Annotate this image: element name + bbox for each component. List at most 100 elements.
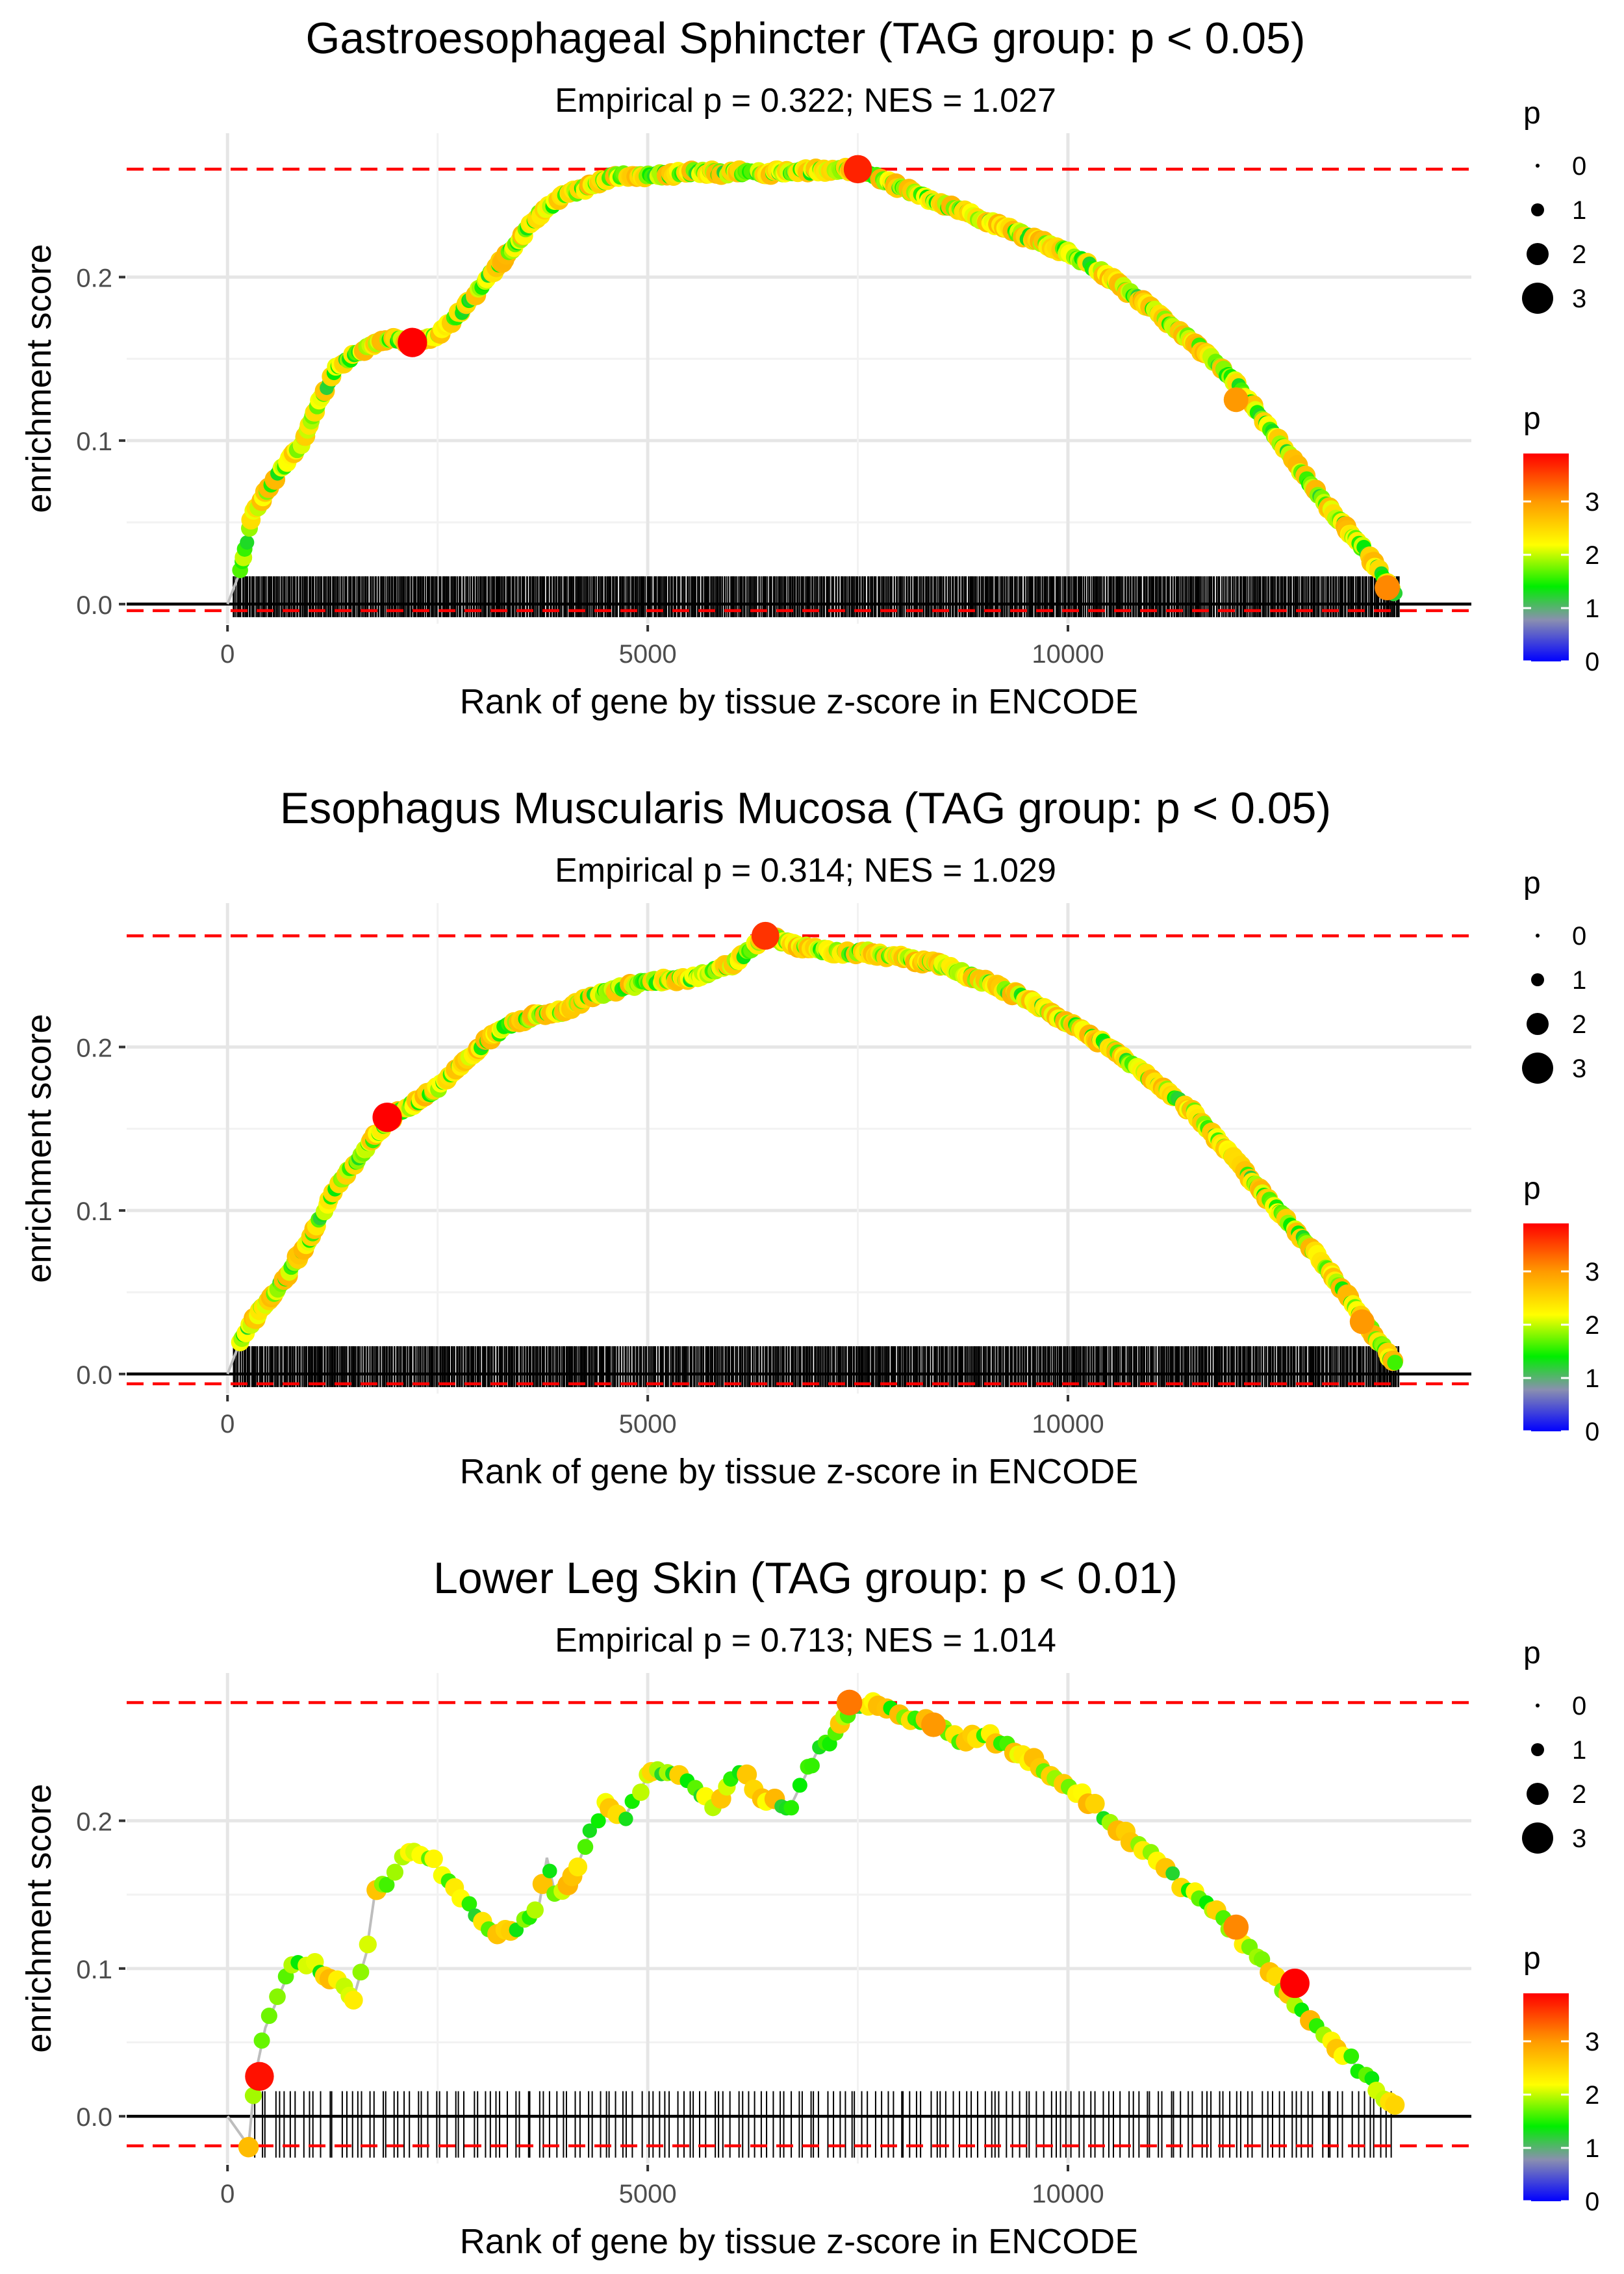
size-legend-key [1522,283,1553,314]
y-tick-label: 0.1 [76,1197,112,1226]
enrichment-point [1085,1794,1105,1814]
enrichment-point [792,1778,807,1793]
color-legend-label: 2 [1585,541,1599,570]
y-tick-label: 0.1 [76,1956,112,1984]
enrichment-point [344,1990,363,2010]
enrichment-point [1165,1866,1180,1881]
color-legend-bar [1523,1993,1569,2201]
enrichment-point-highlight [245,2062,274,2091]
enrichment-point [582,1823,598,1838]
color-legend-label: 0 [1585,1418,1599,1446]
enrichment-point-highlight [1349,1309,1375,1335]
size-legend-key [1536,934,1540,938]
chart-title: Gastroesophageal Sphincter (TAG group: p… [305,14,1305,63]
color-legend-label: 3 [1585,488,1599,517]
x-axis-label: Rank of gene by tissue z-score in ENCODE [460,2222,1138,2261]
chart-subtitle: Empirical p = 0.322; NES = 1.027 [555,82,1056,120]
color-legend-label: 0 [1585,648,1599,676]
size-legend-key [1531,1743,1544,1756]
enrichment-point-highlight [398,327,427,357]
x-axis-label: Rank of gene by tissue z-score in ENCODE [460,1452,1138,1491]
color-legend-label: 3 [1585,2028,1599,2056]
color-legend-title: p [1523,402,1541,436]
enrichment-point [1387,1355,1403,1371]
y-tick-label: 0.0 [76,591,112,620]
enrichment-point [532,1874,553,1895]
enrichment-point [253,2032,270,2049]
enrichment-point [424,1849,443,1869]
enrichment-point [352,1963,370,1981]
x-tick-label: 5000 [619,2180,677,2208]
size-legend-label: 1 [1572,966,1586,995]
x-tick-label: 5000 [619,640,677,669]
enrichment-point [804,1757,820,1774]
size-legend-key [1536,164,1540,168]
color-legend-label: 2 [1585,2081,1599,2110]
size-legend-key [1536,1704,1540,1707]
enrichment-point [244,2087,262,2104]
enrichment-point [240,535,255,550]
size-legend-label: 2 [1572,1010,1586,1039]
x-tick-label: 10000 [1032,2180,1104,2208]
size-legend-label: 0 [1572,1692,1586,1720]
y-tick-label: 0.2 [76,1034,112,1062]
size-legend-title: p [1523,96,1541,131]
y-tick-label: 0.2 [76,1808,112,1836]
size-legend-label: 0 [1572,152,1586,181]
chart-title: Esophagus Muscularis Mucosa (TAG group: … [280,784,1331,833]
y-axis-label: enrichment score [19,1783,58,2052]
enrichment-point [542,1863,557,1879]
enrichment-curve [226,168,1397,605]
enrichment-point [379,1876,395,1893]
enrichment-point [269,1988,286,2006]
size-legend-label: 3 [1572,1824,1586,1853]
rug-marks [233,1346,1400,1387]
color-legend-title: p [1523,1941,1541,1976]
y-tick-label: 0.2 [76,264,112,292]
color-legend-label: 1 [1585,594,1599,623]
enrichment-point [618,1811,633,1826]
x-tick-label: 10000 [1032,1410,1104,1438]
enrichment-point [1385,2095,1405,2115]
enrichment-point-highlight [1223,387,1249,413]
x-tick-label: 0 [220,2180,235,2208]
color-legend-label: 2 [1585,1311,1599,1340]
color-legend-label: 1 [1585,1364,1599,1393]
enrichment-point [359,1935,377,1954]
y-tick-label: 0.0 [76,2103,112,2132]
enrichment-point [526,1901,544,1919]
x-tick-label: 0 [220,640,235,669]
size-legend-title: p [1523,1636,1541,1670]
size-legend-key [1522,1822,1553,1854]
size-legend-label: 0 [1572,922,1586,951]
color-legend-label: 3 [1585,1258,1599,1286]
rug-marks [254,2091,1392,2158]
size-legend-key [1527,243,1549,265]
x-axis-label: Rank of gene by tissue z-score in ENCODE [460,682,1138,721]
size-legend-key [1531,203,1544,216]
chart-subtitle: Empirical p = 0.713; NES = 1.014 [555,1622,1056,1659]
y-axis-label: enrichment score [19,244,58,513]
enrichment-points [238,1689,1405,2158]
color-legend-label: 1 [1585,2134,1599,2163]
enrichment-point [783,1800,800,1816]
y-axis-label: enrichment score [19,1014,58,1283]
enrichment-point-highlight [921,1712,946,1737]
size-legend-label: 3 [1572,1054,1586,1083]
x-tick-label: 5000 [619,1410,677,1438]
enrichment-point [568,1857,588,1877]
enrichment-point [238,2137,259,2158]
enrichment-point [386,1863,404,1881]
y-tick-label: 0.0 [76,1361,112,1390]
chart-panel-1: Gastroesophageal Sphincter (TAG group: p… [19,14,1599,721]
size-legend-key [1531,973,1544,986]
enrichment-point [260,2008,277,2025]
size-legend-key [1522,1053,1553,1084]
size-legend-label: 1 [1572,1736,1586,1765]
color-legend-bar [1523,1223,1569,1431]
y-tick-label: 0.1 [76,428,112,456]
enrichment-point-highlight [1280,1968,1310,1999]
size-legend-label: 3 [1572,285,1586,313]
enrichment-point-highlight [1375,575,1401,601]
